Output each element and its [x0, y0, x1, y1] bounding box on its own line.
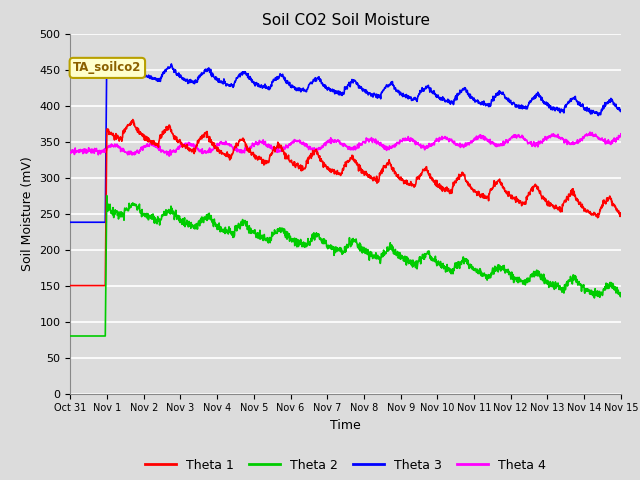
- Title: Soil CO2 Soil Moisture: Soil CO2 Soil Moisture: [262, 13, 429, 28]
- Text: TA_soilco2: TA_soilco2: [73, 61, 141, 74]
- Y-axis label: Soil Moisture (mV): Soil Moisture (mV): [21, 156, 34, 271]
- X-axis label: Time: Time: [330, 419, 361, 432]
- Legend: Theta 1, Theta 2, Theta 3, Theta 4: Theta 1, Theta 2, Theta 3, Theta 4: [140, 454, 551, 477]
